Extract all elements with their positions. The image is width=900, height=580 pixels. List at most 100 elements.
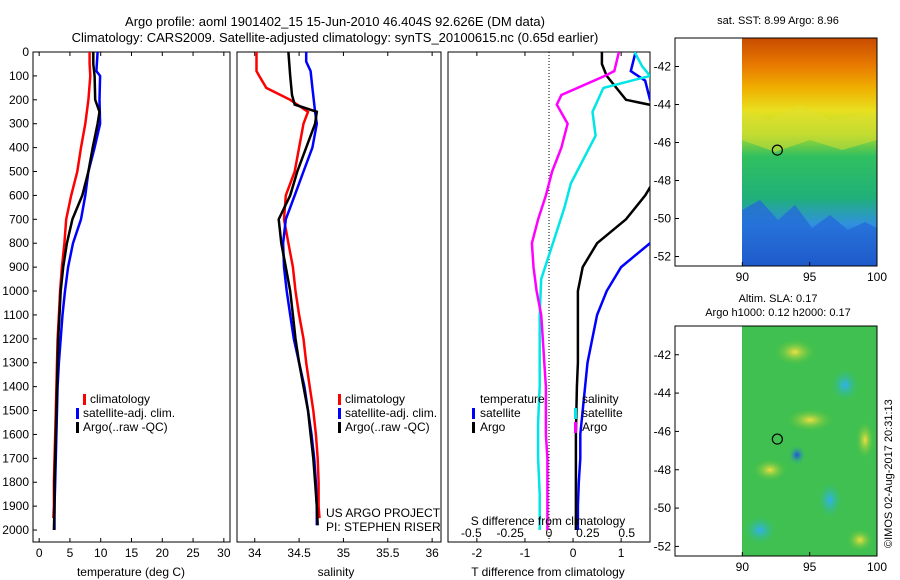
y-tick-label: 400 bbox=[9, 141, 29, 155]
header-line-2: Climatology: CARS2009. Satellite-adjuste… bbox=[72, 30, 599, 45]
lat-tick-label: -50 bbox=[654, 501, 672, 515]
lat-tick-label: -46 bbox=[654, 136, 672, 150]
legend-swatch-sat bbox=[338, 408, 341, 419]
salinity-panel: 34 34.5 35 35.5 36 salinity climatology sate… bbox=[236, 51, 442, 579]
salinity-axes-box bbox=[236, 51, 442, 543]
lat-tick-label: -44 bbox=[654, 386, 672, 400]
s-tick-label: 0.5 bbox=[618, 526, 635, 540]
legend-label-sat: satellite-adj. clim. bbox=[83, 406, 175, 420]
difference-profiles bbox=[530, 52, 650, 530]
temperature-profiles bbox=[52, 52, 102, 531]
x-tick-label: 0 bbox=[570, 546, 577, 560]
lon-tick-label: 100 bbox=[867, 270, 887, 284]
lon-tick-label: 95 bbox=[803, 560, 817, 574]
lat-tick-label: -42 bbox=[654, 348, 672, 362]
sla-map-title: Altim. SLA: 0.17 bbox=[739, 293, 818, 305]
sst-argo-marker bbox=[771, 144, 783, 156]
x-tick-label: 1 bbox=[618, 546, 625, 560]
legend-label-sat: satellite-adj. clim. bbox=[345, 406, 437, 420]
x-tick-label: 15 bbox=[125, 546, 139, 560]
sla-map-frame bbox=[674, 325, 878, 557]
y-tick-label: 2000 bbox=[2, 523, 29, 537]
legend-title-salinity: salinity bbox=[582, 392, 619, 406]
difference-legend: temperature satellite Argo salinity sate… bbox=[472, 392, 623, 434]
s-difference-tick-labels: -0.5 -0.25 0 0.25 0.5 bbox=[461, 526, 635, 540]
legend-swatch-s-argo bbox=[574, 422, 577, 433]
y-tick-label: 1800 bbox=[2, 475, 29, 489]
sst-map-title: sat. SST: 8.99 Argo: 8.96 bbox=[717, 15, 839, 27]
lat-tick-label: -52 bbox=[654, 539, 672, 553]
sla-lat-tick-labels: -42 -44 -46 -48 -50 -52 bbox=[654, 348, 679, 553]
timestamp-stamp: ©IMOS 02-Aug-2017 20:31:13 bbox=[883, 399, 895, 548]
x-tick-label: -1 bbox=[520, 546, 531, 560]
temperature-panel: 0100200300400500600700800900100011001200… bbox=[2, 45, 231, 579]
x-tick-label: 34.5 bbox=[287, 546, 311, 560]
y-tick-label: 0 bbox=[22, 45, 29, 59]
y-tick-label: 600 bbox=[9, 188, 29, 202]
x-tick-label: 30 bbox=[217, 546, 231, 560]
x-tick-label: 36 bbox=[425, 546, 439, 560]
legend-label-s-argo: Argo bbox=[582, 420, 608, 434]
profile-line-s-satellite bbox=[536, 52, 650, 530]
sla-spot bbox=[773, 338, 817, 366]
sla-map-subtitle: Argo h1000: 0.12 h2000: 0.17 bbox=[705, 307, 851, 319]
temperature-axes-box bbox=[32, 51, 231, 543]
difference-panel: -2 -1 0 1 -0.5 -0.25 0 0.25 0.5 S difference fr… bbox=[447, 51, 651, 579]
depth-tick-labels: 0 100 200 300 400 500 600 700 800 900 1000 1100 1200… bbox=[2, 45, 37, 537]
project-annotation-1: US ARGO PROJECT bbox=[326, 506, 441, 520]
y-tick-label: 1700 bbox=[2, 451, 29, 465]
x-tick-label: 35 bbox=[337, 546, 351, 560]
salinity-tick-labels: 34 34.5 35 35.5 36 bbox=[248, 52, 439, 560]
x-tick-label: 25 bbox=[186, 546, 200, 560]
legend-label-s-sat: satellite bbox=[582, 406, 623, 420]
s-tick-label: 0 bbox=[546, 526, 553, 540]
x-tick-label: 10 bbox=[94, 546, 108, 560]
legend-label-t-argo: Argo bbox=[480, 420, 506, 434]
sst-map-panel: sat. SST: 8.99 Argo: 8.96 -42 -44 -46 -48 -5… bbox=[654, 15, 888, 284]
project-annotation-2: PI: STEPHEN RISER bbox=[326, 520, 441, 534]
lat-tick-label: -42 bbox=[654, 60, 672, 74]
legend-label-clim: climatology bbox=[345, 392, 405, 406]
temperature-xlabel: temperature (deg C) bbox=[77, 565, 185, 579]
profile-line-argo-raw-qc- bbox=[52, 52, 101, 531]
salinity-profiles bbox=[255, 52, 321, 526]
legend-label-clim: climatology bbox=[90, 392, 150, 406]
legend-swatch-argo bbox=[338, 422, 341, 433]
sst-map-frame bbox=[674, 37, 878, 267]
lat-tick-label: -50 bbox=[654, 212, 672, 226]
lon-tick-label: 100 bbox=[867, 560, 887, 574]
legend-swatch-t-sat bbox=[472, 408, 475, 419]
sla-lon-tick-labels: 90 95 100 bbox=[736, 552, 887, 574]
y-tick-label: 900 bbox=[9, 260, 29, 274]
y-tick-label: 1500 bbox=[2, 404, 29, 418]
legend-label-argo: Argo(..raw -QC) bbox=[83, 420, 168, 434]
y-tick-label: 500 bbox=[9, 165, 29, 179]
profile-line-t-argo bbox=[574, 52, 650, 530]
y-tick-label: 1400 bbox=[2, 380, 29, 394]
profile-line-t-satellite bbox=[576, 52, 650, 530]
legend-swatch-clim bbox=[338, 394, 341, 405]
legend-title-temperature: temperature bbox=[480, 392, 545, 406]
lat-tick-label: -48 bbox=[654, 463, 672, 477]
sla-spot bbox=[831, 369, 859, 401]
sst-warm-tongue bbox=[742, 105, 877, 152]
legend-swatch-t-argo bbox=[472, 422, 475, 433]
sla-spot bbox=[752, 458, 788, 482]
s-difference-xlabel: S difference from climatology bbox=[471, 514, 626, 528]
y-tick-label: 1200 bbox=[2, 332, 29, 346]
legend-label-t-sat: satellite bbox=[480, 406, 521, 420]
legend-label-argo: Argo(..raw -QC) bbox=[345, 420, 430, 434]
t-difference-xlabel: T difference from climatology bbox=[471, 565, 625, 579]
y-tick-label: 800 bbox=[9, 236, 29, 250]
sla-map-panel: Altim. SLA: 0.17 Argo h1000: 0.12 h2000:… bbox=[654, 293, 888, 574]
lat-tick-label: -44 bbox=[654, 98, 672, 112]
x-tick-label: 34 bbox=[248, 546, 262, 560]
sla-spot bbox=[846, 528, 874, 552]
s-tick-label: 0.25 bbox=[576, 526, 600, 540]
profile-line-climatology bbox=[52, 52, 92, 519]
y-tick-label: 300 bbox=[9, 117, 29, 131]
salinity-xlabel: salinity bbox=[318, 565, 355, 579]
profile-line-argo-raw-qc- bbox=[277, 52, 319, 526]
temperature-legend: climatology satellite-adj. clim. Argo(..… bbox=[76, 392, 175, 434]
legend-swatch-sat bbox=[76, 408, 79, 419]
